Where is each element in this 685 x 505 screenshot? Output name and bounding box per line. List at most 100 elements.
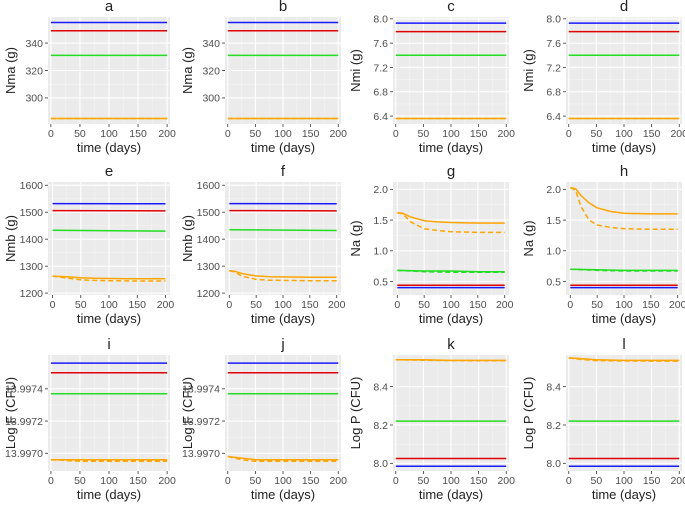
x-tick-label: 150	[469, 299, 487, 311]
x-tick-label: 50	[250, 475, 262, 487]
x-tick-label: 150	[129, 475, 147, 487]
x-axis-label: time (days)	[419, 311, 483, 326]
x-axis-label: time (days)	[592, 140, 656, 155]
major-grid	[566, 17, 682, 124]
y-tick-label: 1.0	[373, 246, 388, 258]
panel-g: 0 50 100 150 200 0.5 1.0 1.5 2.0 g time (days) Na (…	[348, 163, 514, 326]
x-tick-label: 0	[393, 128, 399, 140]
x-tick-label: 50	[418, 128, 430, 140]
x-axis-label: time (days)	[592, 487, 656, 502]
x-tick-label: 50	[75, 299, 87, 311]
panel-k: 0 50 100 150 200 8.0 8.2 8.4 k time (days) Log P (…	[348, 336, 515, 502]
x-tick-label: 200	[496, 299, 514, 311]
y-tick-label: 1500	[20, 207, 44, 219]
x-tick-label: 50	[418, 299, 430, 311]
x-tick-label: 100	[100, 299, 118, 311]
panel-f: 0 50 100 150 200 1200 1300 1400 1500 1600 f time (d…	[180, 163, 346, 326]
panel-title: c	[447, 0, 455, 15]
series-orange	[229, 269, 337, 278]
x-tick-label: 150	[470, 128, 488, 140]
y-axis-label: Nma (g)	[3, 47, 18, 94]
series-orange-dashed	[50, 458, 168, 463]
y-tick-label: 0.5	[546, 276, 561, 288]
panel-e: 0 50 100 150 200 1200 1300 1400 1500 1600 e time (d…	[3, 163, 174, 326]
series-orange-dashed	[229, 269, 337, 282]
y-axis-label: Nma (g)	[180, 47, 195, 94]
major-grid	[566, 182, 682, 295]
x-tick-label: 200	[158, 128, 176, 140]
y-tick-label: 1400	[197, 234, 221, 246]
major-grid	[48, 182, 170, 295]
panel-l: 0 50 100 150 200 8.0 8.2 8.4 l time (days) Log P (…	[521, 336, 685, 502]
panel-title: g	[447, 163, 455, 180]
x-tick-label: 50	[74, 128, 86, 140]
series-orange	[397, 211, 505, 224]
y-tick-label: 320	[202, 65, 220, 77]
x-axis-label: time (days)	[77, 140, 141, 155]
series-group	[50, 21, 168, 120]
y-tick-label: 1300	[20, 261, 44, 273]
y-tick-label: 8.2	[373, 420, 388, 432]
y-tick-label: 1200	[20, 288, 44, 300]
y-tick-label: 13.9970	[182, 448, 220, 460]
x-axis-label: time (days)	[251, 140, 315, 155]
series-orange-dashed	[52, 275, 166, 282]
y-tick-label: 1.0	[546, 246, 561, 258]
series-group	[397, 211, 505, 289]
y-tick-label: 7.2	[546, 62, 561, 74]
series-group	[227, 21, 339, 120]
x-tick-label: 100	[615, 475, 633, 487]
x-tick-label: 50	[418, 475, 430, 487]
series-group	[52, 202, 166, 282]
series-orange	[52, 275, 166, 280]
major-grid	[566, 355, 682, 471]
y-tick-label: 0.5	[373, 276, 388, 288]
series-green	[229, 228, 337, 232]
x-tick-label: 100	[442, 128, 460, 140]
panel-title: a	[105, 0, 114, 15]
x-tick-label: 200	[329, 475, 347, 487]
major-grid	[225, 355, 341, 471]
x-axis-label: time (days)	[251, 311, 315, 326]
series-green	[52, 229, 166, 232]
y-axis-label: Nmb (g)	[3, 215, 18, 262]
y-tick-label: 13.9970	[5, 448, 43, 460]
x-tick-label: 0	[225, 475, 231, 487]
x-tick-label: 100	[442, 475, 460, 487]
x-tick-label: 200	[670, 475, 685, 487]
x-tick-label: 50	[591, 299, 603, 311]
x-tick-label: 0	[226, 299, 232, 311]
y-tick-label: 1500	[197, 207, 221, 219]
series-orange-dashed	[395, 359, 507, 362]
x-axis-label: time (days)	[592, 311, 656, 326]
x-tick-label: 0	[225, 128, 231, 140]
series-orange	[570, 186, 678, 215]
series-group	[229, 202, 337, 282]
x-tick-label: 200	[328, 299, 346, 311]
y-tick-label: 1600	[20, 180, 44, 192]
panel-h: 0 50 100 150 200 0.5 1.0 1.5 2.0 h time (days) Na (…	[521, 163, 685, 326]
series-orange-dashed	[227, 455, 339, 463]
y-tick-label: 7.6	[373, 38, 388, 50]
y-tick-label: 1400	[20, 234, 44, 246]
y-tick-label: 6.4	[373, 111, 388, 123]
y-tick-label: 300	[25, 93, 43, 105]
x-tick-label: 100	[274, 475, 292, 487]
y-tick-label: 1600	[197, 180, 221, 192]
panel-title: e	[105, 163, 113, 180]
x-tick-label: 200	[497, 475, 515, 487]
x-tick-label: 200	[158, 475, 176, 487]
x-tick-label: 50	[591, 475, 603, 487]
x-axis-label: time (days)	[77, 311, 141, 326]
y-tick-label: 8.0	[373, 458, 388, 470]
x-tick-label: 150	[129, 128, 147, 140]
panel-title: f	[281, 163, 286, 180]
y-tick-label: 13.9972	[182, 416, 220, 428]
series-group	[568, 357, 680, 467]
series-group	[50, 362, 168, 463]
y-tick-label: 320	[25, 65, 43, 77]
x-tick-label: 150	[301, 299, 319, 311]
x-tick-label: 100	[615, 299, 633, 311]
x-axis-label: time (days)	[251, 487, 315, 502]
x-tick-label: 200	[329, 128, 347, 140]
